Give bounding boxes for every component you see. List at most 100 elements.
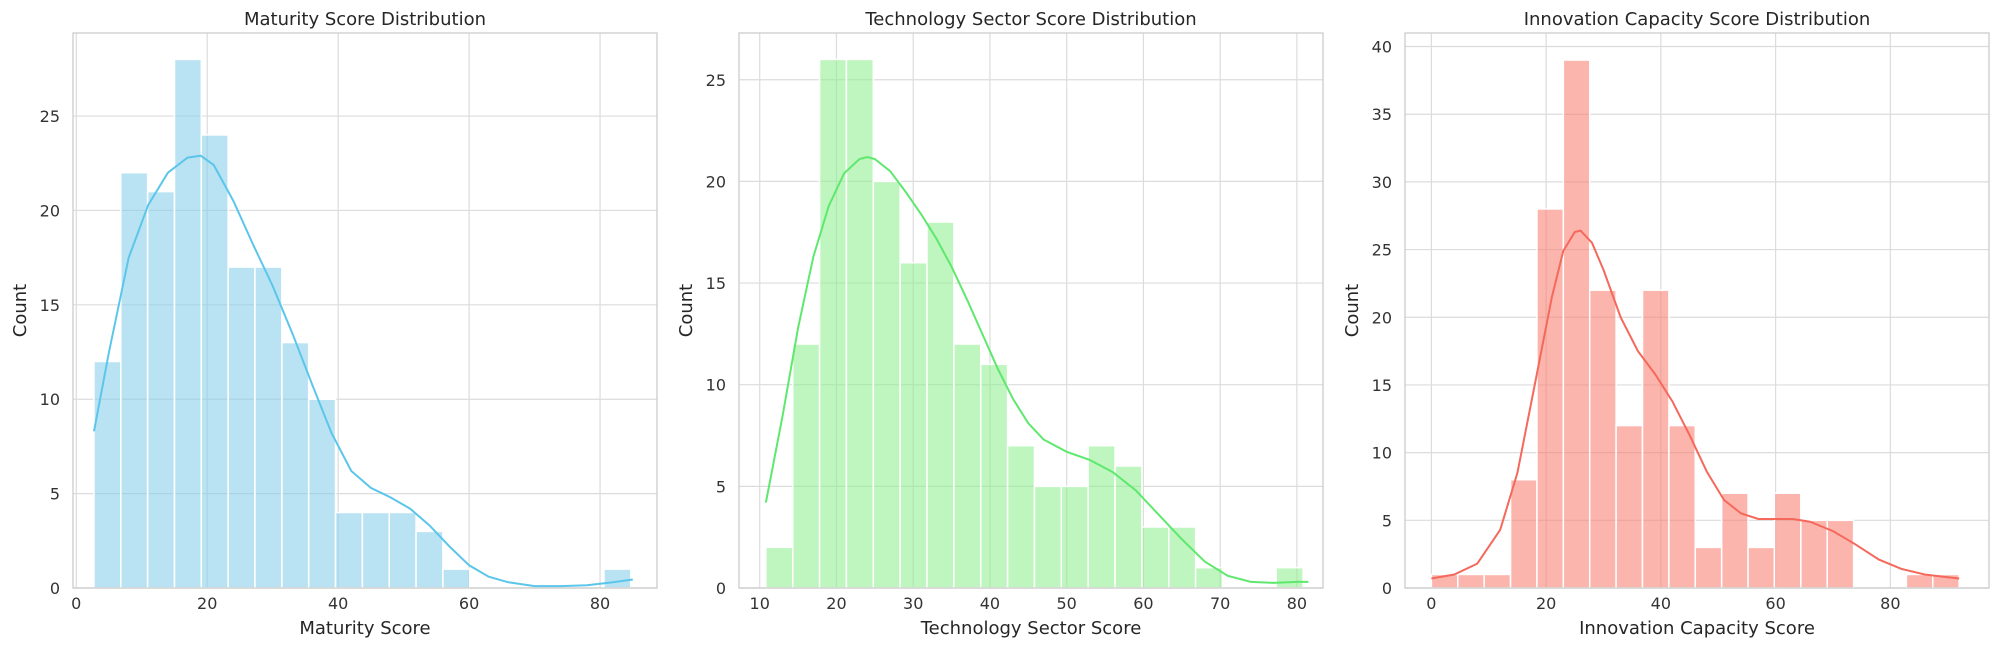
- histogram-bar: [200, 134, 229, 589]
- histogram-bar: [845, 58, 875, 589]
- x-tick-label: 70: [1210, 594, 1230, 613]
- histogram-bar: [603, 568, 632, 589]
- histogram-bar: [1588, 289, 1617, 589]
- y-tick-label: 25: [40, 107, 60, 126]
- histogram-bar: [173, 58, 203, 589]
- histogram-bar: [818, 58, 848, 589]
- x-tick-label: 0: [1426, 594, 1436, 613]
- y-tick-label: 35: [1372, 105, 1392, 124]
- histogram-bar: [120, 171, 149, 589]
- x-tick-label: 0: [71, 594, 81, 613]
- histogram-bar: [1060, 485, 1089, 589]
- y-tick-label: 5: [1382, 511, 1392, 530]
- y-tick-label: 20: [40, 201, 60, 220]
- histogram-bar: [1457, 573, 1485, 589]
- histogram-bar: [1773, 492, 1802, 589]
- y-tick-label: 10: [1372, 444, 1392, 463]
- x-tick-label: 40: [328, 594, 348, 613]
- histogram-bar: [1033, 485, 1063, 589]
- histogram-bar: [1747, 546, 1776, 589]
- histogram-bar: [872, 180, 901, 589]
- histogram-bar: [953, 343, 982, 589]
- histogram-bar: [899, 261, 928, 589]
- x-tick-label: 80: [590, 594, 610, 613]
- histogram-bar: [334, 511, 364, 589]
- chart-title: Technology Sector Score Distribution: [864, 9, 1196, 30]
- y-tick-label: 40: [1372, 38, 1392, 57]
- y-tick-label: 25: [706, 71, 726, 90]
- histogram-bar: [281, 341, 310, 589]
- x-tick-label: 40: [1651, 594, 1671, 613]
- histogram-bar: [1668, 424, 1697, 589]
- y-tick-label: 15: [706, 274, 726, 293]
- histogram-bar: [1141, 526, 1170, 589]
- histogram-bar: [1800, 519, 1828, 589]
- histogram-bar: [93, 360, 122, 589]
- x-tick-label: 60: [1133, 594, 1153, 613]
- histogram-bar: [388, 511, 417, 589]
- histogram-bar: [1006, 444, 1036, 589]
- chart-panel-1: 0 20 40 60 80 0 5 10 15 20 25 Maturity Score Distri…: [10, 9, 658, 639]
- x-tick-label: 10: [750, 594, 770, 613]
- histogram-bar: [307, 398, 337, 589]
- x-tick-label: 20: [197, 594, 217, 613]
- histogram-bar: [1087, 444, 1116, 589]
- y-tick-label: 0: [1382, 579, 1392, 598]
- histogram-bar: [1641, 289, 1670, 589]
- chart-title: Innovation Capacity Score Distribution: [1524, 9, 1871, 30]
- histogram-bar: [1905, 573, 1934, 589]
- chart-panel-2: 10 20 30 40 50 60 70 80 0 5 10 15 20 25 Technology Sec…: [676, 9, 1324, 639]
- x-tick-label: 50: [1057, 594, 1077, 613]
- y-tick-label: 5: [50, 485, 60, 504]
- histogram-bar: [254, 266, 283, 589]
- histogram-bar: [765, 546, 794, 589]
- x-axis-label: Innovation Capacity Score: [1579, 618, 1815, 639]
- x-tick-label: 40: [980, 594, 1000, 613]
- histogram-bar: [442, 568, 471, 589]
- y-tick-label: 30: [1372, 173, 1392, 192]
- y-tick-label: 20: [706, 172, 726, 191]
- axes-frame: [738, 32, 1324, 589]
- x-tick-label: 80: [1880, 594, 1900, 613]
- x-axis-label: Technology Sector Score: [920, 618, 1142, 639]
- y-tick-label: 5: [716, 477, 726, 496]
- y-tick-label: 10: [40, 390, 60, 409]
- histogram-bar: [1114, 465, 1143, 589]
- y-tick-label: 15: [1372, 376, 1392, 395]
- chart-title: Maturity Score Distribution: [244, 9, 486, 30]
- y-axis-label: Count: [676, 284, 697, 337]
- x-tick-label: 60: [459, 594, 479, 613]
- x-tick-label: 80: [1287, 594, 1307, 613]
- y-axis-label: Count: [10, 284, 31, 337]
- x-tick-label: 20: [1536, 594, 1556, 613]
- x-tick-label: 20: [826, 594, 846, 613]
- histogram-bar: [791, 343, 821, 589]
- kde-line: [1431, 229, 1960, 580]
- y-tick-label: 20: [1372, 308, 1392, 327]
- histogram-bar: [361, 511, 390, 589]
- x-tick-label: 60: [1765, 594, 1785, 613]
- chart-panel-3: 0 20 40 60 80 0 5 10 15 20 25 30 35 40 Innovation Capa…: [1342, 9, 1990, 639]
- histogram-bar: [1615, 424, 1644, 589]
- y-tick-label: 0: [716, 579, 726, 598]
- histogram-bar: [227, 266, 256, 589]
- kde-line: [764, 155, 1309, 584]
- histogram-bar: [926, 221, 955, 589]
- x-axis-label: Maturity Score: [299, 618, 430, 639]
- y-tick-label: 15: [40, 296, 60, 315]
- kde-line: [93, 154, 633, 588]
- x-tick-label: 30: [903, 594, 923, 613]
- y-tick-label: 0: [50, 579, 60, 598]
- histogram-bar: [146, 190, 176, 589]
- histogram-bar: [1509, 478, 1538, 589]
- axes-frame: [1404, 32, 1990, 589]
- histogram-bar: [1168, 526, 1197, 589]
- axes-frame: [72, 32, 658, 589]
- y-tick-label: 25: [1372, 241, 1392, 260]
- y-axis-label: Count: [1342, 284, 1363, 337]
- histogram-bar: [1562, 59, 1591, 589]
- histogram-bar: [1483, 573, 1512, 589]
- y-tick-label: 10: [706, 376, 726, 395]
- histogram-bar: [979, 363, 1009, 589]
